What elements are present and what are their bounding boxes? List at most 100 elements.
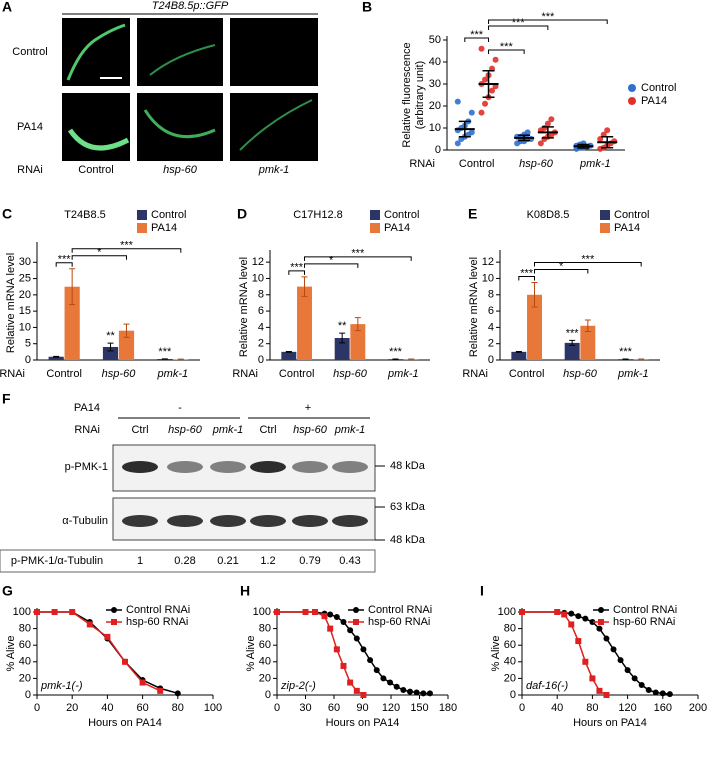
row-prefix: RNAi xyxy=(74,424,100,436)
legend-marker xyxy=(598,607,604,613)
error-bar xyxy=(577,143,590,149)
ratio: 0.43 xyxy=(339,555,360,567)
y-tick-label: 2 xyxy=(258,338,264,350)
legend-marker xyxy=(353,619,359,625)
gfp-image xyxy=(62,18,130,86)
data-point xyxy=(340,662,347,669)
y-tick-label: 60 xyxy=(19,639,31,651)
data-point xyxy=(617,657,624,664)
legend-label: hsp-60 RNAi xyxy=(368,616,430,628)
bar xyxy=(527,294,542,360)
data-point xyxy=(380,675,387,682)
blot-label: p-PMK-1 xyxy=(65,461,108,473)
treatment-label: PA14 xyxy=(74,402,100,414)
gfp-image xyxy=(62,93,130,161)
x-tick-label: hsp-60 xyxy=(102,368,137,380)
legend-label: Control RNAi xyxy=(613,604,677,616)
data-point xyxy=(34,609,40,615)
data-point xyxy=(347,679,354,686)
data-point xyxy=(157,687,164,694)
error-bar xyxy=(285,350,292,353)
band xyxy=(210,515,246,527)
data-point xyxy=(353,635,360,642)
y-tick-label: 12 xyxy=(482,256,494,268)
error-bar xyxy=(482,70,495,98)
data-point xyxy=(596,687,603,694)
error-bar xyxy=(569,339,576,346)
data-point xyxy=(367,657,374,664)
y-tick-label: 15 xyxy=(19,305,31,317)
panel-letter: F xyxy=(2,391,11,407)
y-tick-label: 25 xyxy=(19,272,31,284)
y-tick-label: 20 xyxy=(19,289,31,301)
error-bar xyxy=(301,276,308,297)
y-tick-label: 30 xyxy=(429,78,441,90)
error-bar xyxy=(515,350,522,353)
x-tick-label: 120 xyxy=(382,702,400,714)
legend-marker xyxy=(353,607,359,613)
data-point xyxy=(327,625,334,632)
y-axis-label: % Alive xyxy=(490,635,502,671)
legend-label: Control RNAi xyxy=(126,604,190,616)
data-point xyxy=(575,613,582,620)
band xyxy=(167,461,203,473)
significance: ** xyxy=(338,320,347,332)
error-bar xyxy=(531,282,538,308)
error-bar xyxy=(584,319,591,332)
y-tick-label: 80 xyxy=(504,623,516,635)
data-point xyxy=(478,45,485,52)
error-bar xyxy=(69,268,76,306)
column-label: Control xyxy=(78,164,113,176)
lane-label: Ctrl xyxy=(259,424,276,436)
bar xyxy=(580,325,596,360)
y-tick-label: 20 xyxy=(429,100,441,112)
data-point xyxy=(524,129,531,136)
x-tick-label: 40 xyxy=(101,702,113,714)
data-point xyxy=(340,618,347,625)
y-tick-label: 5 xyxy=(25,338,31,350)
legend-marker xyxy=(370,223,380,233)
data-point xyxy=(548,116,555,123)
y-tick-label: 20 xyxy=(504,672,516,684)
error-bar xyxy=(107,342,114,352)
error-bar xyxy=(53,355,60,358)
x-tick-label: 160 xyxy=(654,702,672,714)
y-tick-label: 10 xyxy=(482,272,494,284)
data-point xyxy=(666,691,673,698)
panel-letter: B xyxy=(362,0,372,15)
bar xyxy=(281,351,297,360)
bracket xyxy=(288,270,306,275)
band xyxy=(210,461,246,473)
data-point xyxy=(468,109,475,116)
bar xyxy=(334,337,350,360)
data-point xyxy=(610,646,617,653)
panel-letter: D xyxy=(237,206,247,222)
y-tick-label: 50 xyxy=(429,34,441,46)
data-point xyxy=(333,613,340,620)
bracket xyxy=(55,262,73,267)
bracket xyxy=(488,19,608,24)
y-tick-label: 10 xyxy=(19,321,31,333)
x-tick-label: pmk-1 xyxy=(579,158,611,170)
data-point xyxy=(582,615,589,622)
data-point xyxy=(454,98,461,105)
y-tick-label: 80 xyxy=(259,623,271,635)
legend-label: Control xyxy=(641,82,676,94)
data-point xyxy=(544,120,551,127)
gfp-images xyxy=(62,13,318,161)
data-point xyxy=(568,610,575,617)
bracket xyxy=(304,256,412,261)
data-point xyxy=(104,633,111,640)
data-point xyxy=(400,687,407,694)
data-point xyxy=(482,76,489,83)
x-tick-label: Control xyxy=(459,158,494,170)
data-point xyxy=(333,646,340,653)
x-tick-label: hsp-60 xyxy=(333,368,368,380)
y-axis-label: (arbitrary unit) xyxy=(414,61,426,129)
bracket-label: *** xyxy=(470,29,484,41)
x-axis-label: Hours on PA14 xyxy=(88,717,162,729)
y-tick-label: 0 xyxy=(258,354,264,366)
legend-marker xyxy=(111,607,117,613)
data-point xyxy=(373,667,380,674)
